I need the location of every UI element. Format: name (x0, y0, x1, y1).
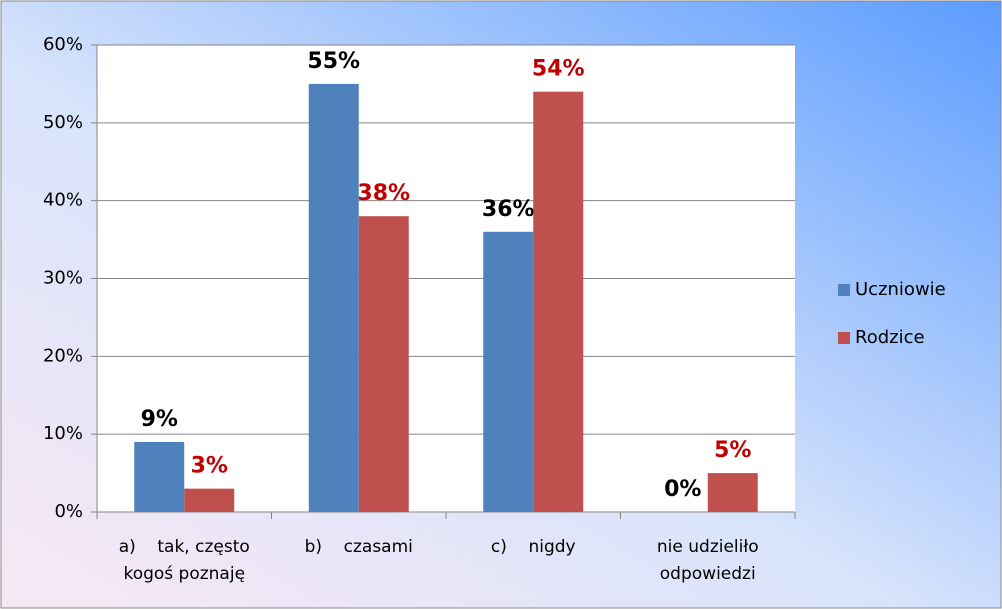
bar (134, 441, 185, 512)
bar (533, 91, 584, 512)
data-label: 38% (357, 181, 410, 206)
data-label: 54% (532, 57, 585, 82)
y-tick-label: 50% (43, 112, 83, 133)
y-tick-label: 40% (43, 190, 83, 211)
bar (184, 488, 235, 512)
x-tick-label: nie udzieliło odpowiedzi (656, 537, 765, 584)
y-tick-label: 10% (43, 423, 83, 444)
x-tick-label: a) tak, często kogoś poznaję (118, 537, 256, 584)
y-tick-label: 20% (43, 345, 83, 366)
legend-label: Uczniowie (855, 279, 946, 300)
y-tick-label: 60% (43, 34, 83, 55)
y-tick-label: 30% (43, 268, 83, 289)
legend-swatch (838, 284, 850, 296)
bar (308, 83, 359, 513)
bar (358, 216, 409, 512)
data-label: 9% (141, 407, 178, 432)
legend-label: Rodzice (855, 327, 925, 348)
data-label: 36% (482, 197, 535, 222)
data-label: 3% (191, 454, 228, 479)
x-tick-label: c) nigdy (490, 537, 576, 557)
data-label: 5% (714, 438, 751, 463)
x-tick-label: b) czasami (304, 537, 413, 557)
data-label: 55% (307, 49, 360, 74)
bar (483, 231, 534, 513)
legend-swatch (838, 332, 850, 344)
y-tick-label: 0% (54, 501, 83, 522)
bar (707, 473, 758, 512)
data-label: 0% (664, 477, 701, 502)
